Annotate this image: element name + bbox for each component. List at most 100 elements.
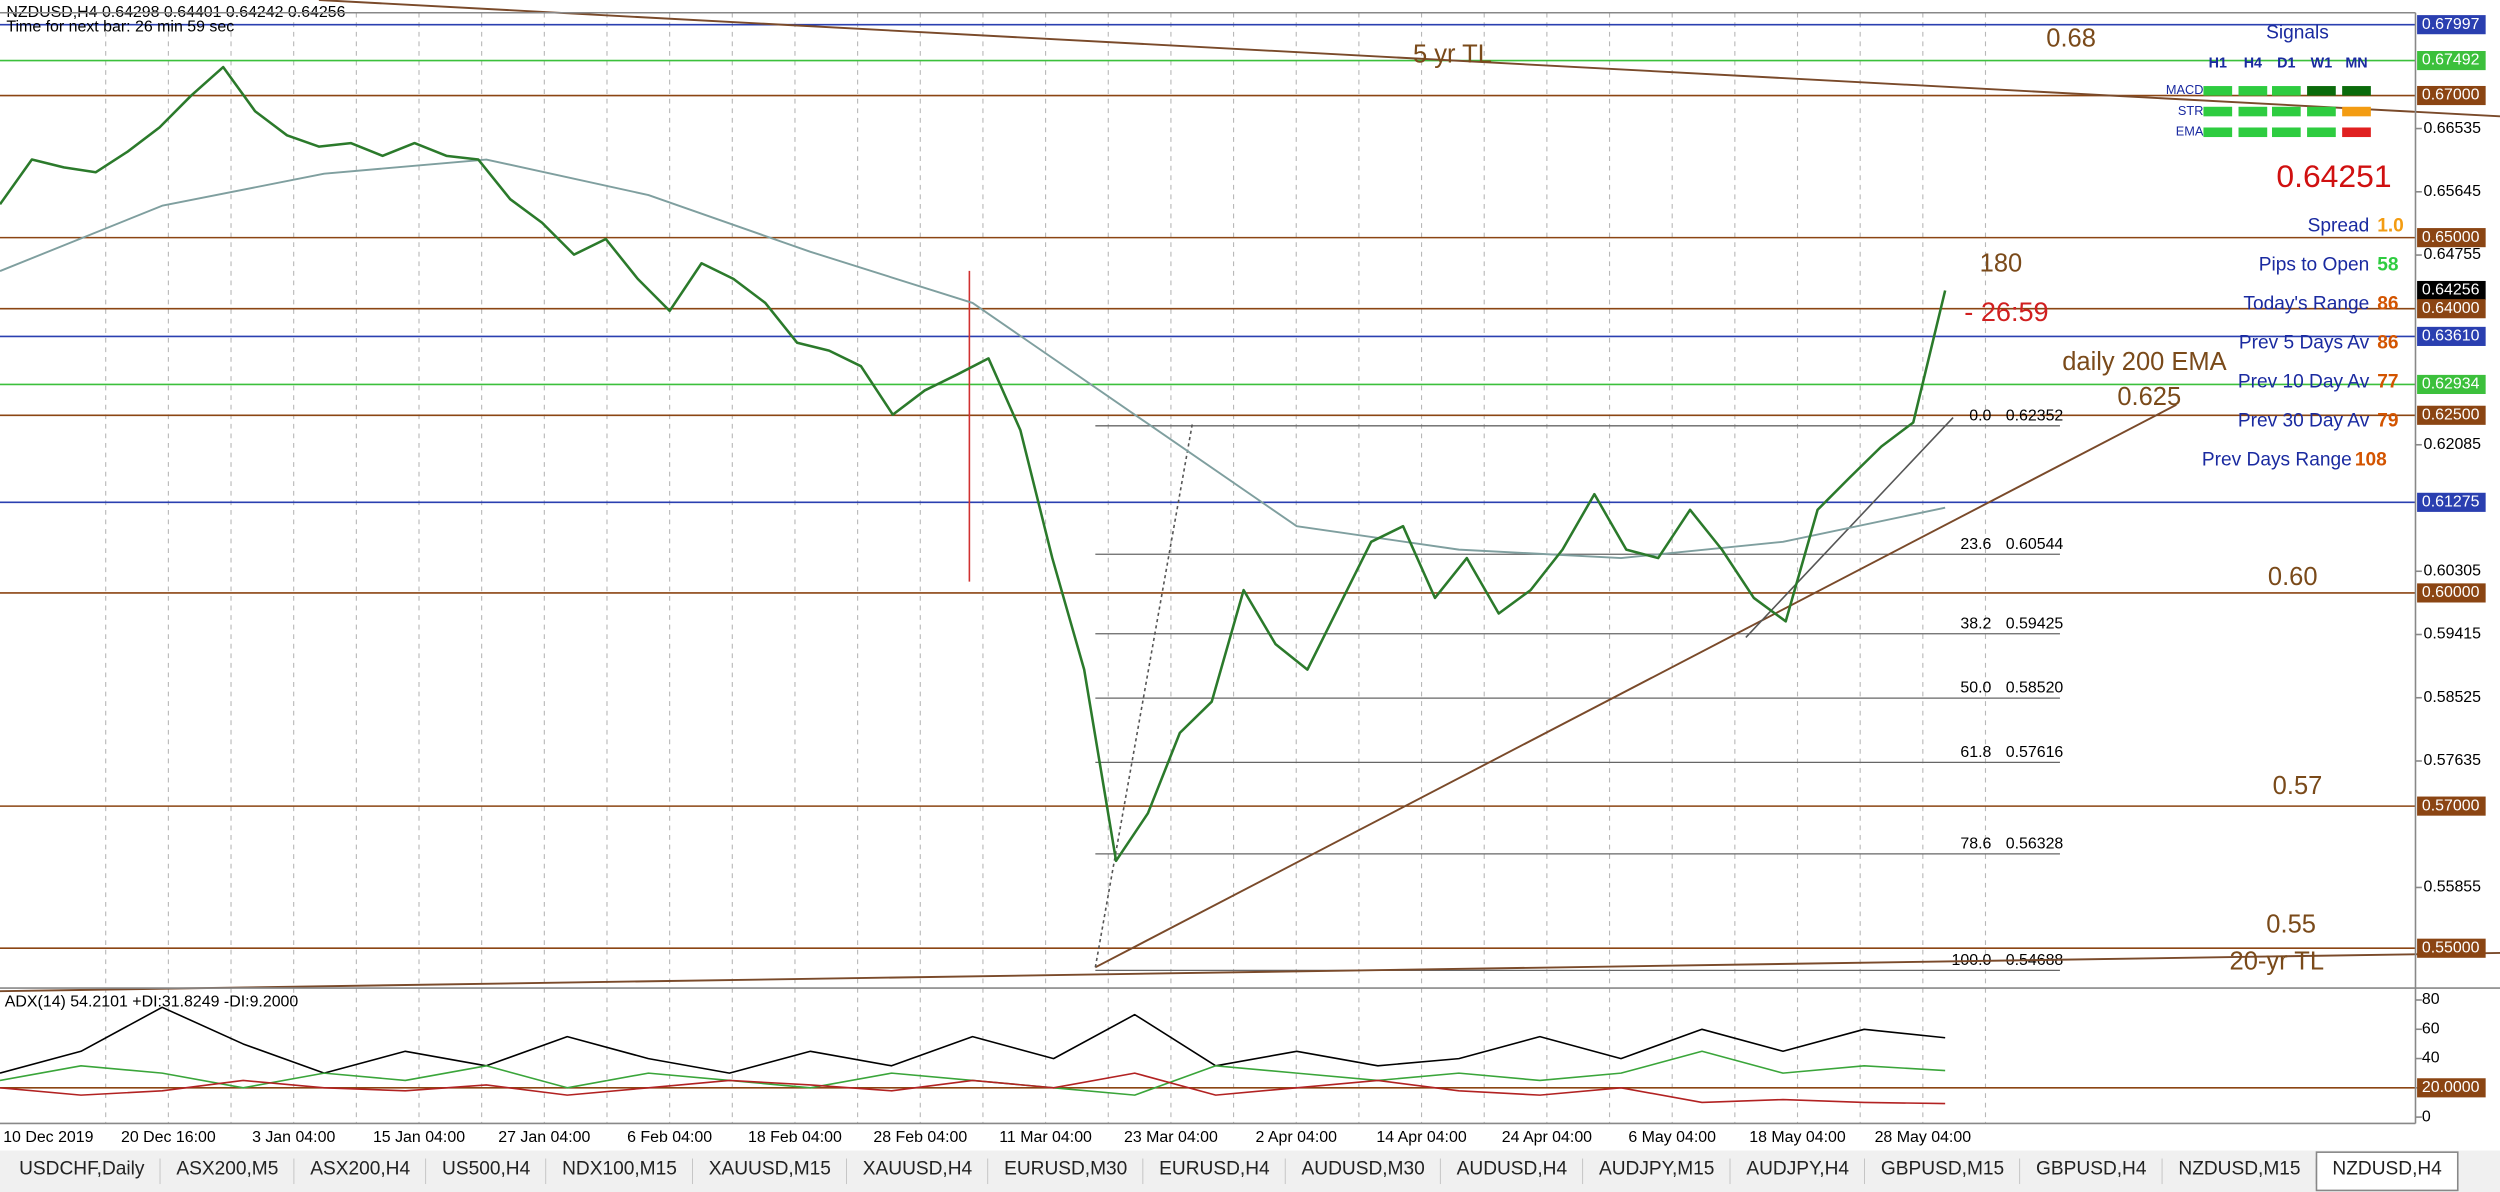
- signal-column: W1: [2311, 56, 2333, 72]
- tab-label[interactable]: AUDUSD,M30: [1302, 1159, 1425, 1180]
- tab-label[interactable]: AUDJPY,M15: [1599, 1159, 1714, 1180]
- tab-label[interactable]: XAUUSD,M15: [709, 1159, 831, 1180]
- level-label: 0.63610: [2422, 328, 2480, 345]
- level-label: 0.62500: [2422, 406, 2480, 423]
- pips-annotation: 180: [1980, 249, 2023, 277]
- tab-label[interactable]: GBPUSD,H4: [2036, 1159, 2147, 1180]
- adx-level-box: [2417, 1078, 2486, 1098]
- level-box: [2417, 938, 2486, 958]
- signal-block: [2238, 86, 2268, 96]
- level-label: 0.55000: [2422, 939, 2480, 956]
- y-tick-label: 0.60305: [2423, 562, 2481, 579]
- trendline-annotation: 5 yr TL: [1413, 41, 1492, 69]
- adx-title: ADX(14) 54.2101 +DI:31.8249 -DI:9.2000: [5, 994, 299, 1011]
- tab-label[interactable]: XAUUSD,H4: [863, 1159, 973, 1180]
- trendline-5yr: [318, 0, 2500, 118]
- tab-label[interactable]: GBPUSD,M15: [1881, 1159, 2004, 1180]
- stat-value: 58: [2377, 254, 2399, 275]
- tab[interactable]: [1143, 1152, 1286, 1191]
- signal-column: H1: [2209, 56, 2227, 72]
- tab[interactable]: [1583, 1152, 1731, 1191]
- signal-block: [2272, 86, 2301, 96]
- fib-ratio: 38.2: [1960, 615, 1991, 632]
- tab-label[interactable]: EURUSD,H4: [1159, 1159, 1270, 1180]
- y-tick-label: 0.58525: [2423, 689, 2481, 706]
- countdown: - 26:59: [1964, 296, 2048, 327]
- trendline-20yr: [0, 952, 2500, 993]
- tab[interactable]: [2162, 1152, 2317, 1191]
- tab[interactable]: [1440, 1152, 1584, 1191]
- level-label: 0.65000: [2422, 229, 2480, 246]
- tab[interactable]: [546, 1152, 693, 1191]
- tab-label[interactable]: ASX200,H4: [310, 1159, 410, 1180]
- tab[interactable]: [846, 1152, 989, 1191]
- tab-label[interactable]: AUDJPY,H4: [1746, 1159, 1849, 1180]
- signal-row: STR: [2178, 103, 2204, 118]
- tab[interactable]: [988, 1152, 1144, 1191]
- adx-tick-label: 60: [2422, 1020, 2440, 1037]
- level-box: [2417, 299, 2486, 319]
- adx-tick-label: 0: [2422, 1108, 2431, 1125]
- stat-value: 108: [2355, 450, 2387, 471]
- x-tick-label: 18 Feb 04:00: [748, 1129, 842, 1146]
- level-label: 0.64256: [2422, 282, 2480, 299]
- tab[interactable]: [1864, 1152, 2021, 1191]
- signal-block: [2342, 86, 2371, 96]
- signal-column: D1: [2277, 56, 2295, 72]
- adx-tick-label: 20.0000: [2422, 1079, 2480, 1096]
- adx-tick-label: 80: [2422, 991, 2440, 1008]
- stat-label: Spread: [2308, 215, 2370, 236]
- y-tick-label: 0.64755: [2423, 246, 2481, 263]
- stat-value: 79: [2377, 411, 2398, 432]
- x-tick-label: 3 Jan 04:00: [252, 1129, 335, 1146]
- tab-label[interactable]: ASX200,M5: [176, 1159, 278, 1180]
- x-tick-label: 27 Jan 04:00: [498, 1129, 590, 1146]
- y-tick-label: 0.57635: [2423, 752, 2481, 769]
- tab-label[interactable]: US500,H4: [442, 1159, 531, 1180]
- tab-label[interactable]: EURUSD,M30: [1004, 1159, 1127, 1180]
- tab[interactable]: [3, 1152, 161, 1191]
- level-label: 0.67000: [2422, 87, 2480, 104]
- level-box: [2417, 228, 2486, 248]
- fib-price: 0.59425: [2006, 615, 2064, 632]
- tab-label[interactable]: AUDUSD,H4: [1457, 1159, 1568, 1180]
- x-tick-label: 20 Dec 16:00: [121, 1129, 216, 1146]
- fib-price: 0.60544: [2006, 536, 2064, 553]
- stat-label: Prev 30 Day Av: [2238, 411, 2370, 432]
- signal-column: MN: [2345, 56, 2367, 72]
- level-box: [2417, 280, 2486, 301]
- level-box: [2417, 15, 2486, 35]
- fib-price: 0.57616: [2006, 744, 2064, 761]
- tab[interactable]: [294, 1152, 427, 1191]
- x-tick-label: 24 Apr 04:00: [1502, 1129, 1592, 1146]
- level-label: 0.67997: [2422, 16, 2480, 33]
- tab[interactable]: [426, 1152, 547, 1191]
- tab[interactable]: [2020, 1152, 2163, 1191]
- stat-label: Prev Days Range: [2202, 450, 2352, 471]
- x-tick-label: 11 Mar 04:00: [999, 1129, 1092, 1146]
- signal-row: EMA: [2176, 124, 2204, 139]
- tab[interactable]: [1730, 1152, 1865, 1191]
- fib-ratio: 61.8: [1960, 744, 1991, 761]
- level-box: [2417, 405, 2486, 425]
- tab-label[interactable]: NZDUSD,M15: [2178, 1159, 2300, 1180]
- signal-block: [2307, 106, 2336, 117]
- tab-label[interactable]: NDX100,M15: [562, 1159, 677, 1180]
- y-tick-label: 0.62085: [2423, 436, 2481, 453]
- y-tick-label: 0.55855: [2423, 879, 2481, 896]
- tab[interactable]: [2315, 1151, 2459, 1192]
- level-annotation: 0.60: [2268, 563, 2318, 591]
- tab[interactable]: [160, 1152, 295, 1191]
- x-tick-label: 23 Mar 04:00: [1124, 1129, 1218, 1146]
- stat-value: 77: [2377, 372, 2398, 393]
- tab-label[interactable]: USDCHF,Daily: [19, 1159, 145, 1180]
- fib-price: 0.62352: [2006, 407, 2064, 424]
- tab-label[interactable]: NZDUSD,H4: [2332, 1159, 2442, 1180]
- tab[interactable]: [692, 1152, 847, 1191]
- tab[interactable]: [1285, 1152, 1441, 1191]
- adx-tick-label: 40: [2422, 1050, 2440, 1067]
- level-label: 0.61275: [2422, 494, 2480, 511]
- fib-ratio: 23.6: [1960, 536, 1991, 553]
- level-box: [2417, 583, 2486, 603]
